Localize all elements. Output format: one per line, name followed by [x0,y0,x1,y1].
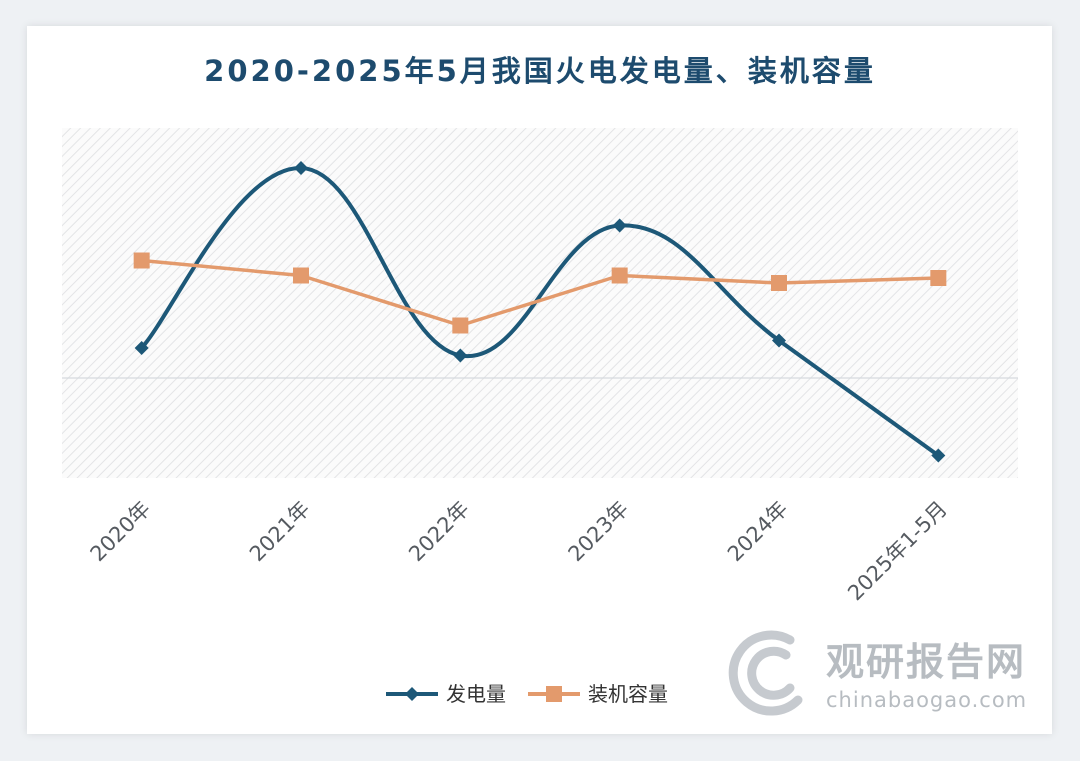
legend: 发电量 装机容量 [386,682,668,706]
data-point-1-1[interactable] [293,267,309,284]
x-tick-label: 2021年 [245,497,315,567]
x-tick-label: 2022年 [404,497,474,567]
legend-marker-1 [546,686,562,702]
x-tick-label: 2023年 [564,497,634,567]
data-point-0-1[interactable] [294,161,308,175]
legend-marker-0 [405,687,419,701]
watermark: 观研报告网 chinabaogao.com [728,630,1027,716]
x-tick-label: 2020年 [86,497,156,567]
chart-title: 2020-2025年5月我国火电发电量、装机容量 [204,54,876,88]
watermark-logo-icon [728,630,803,716]
data-point-0-2[interactable] [453,348,468,363]
data-point-1-4[interactable] [771,275,787,291]
watermark-brand-en: chinabaogao.com [826,688,1027,712]
data-point-0-3[interactable] [612,218,627,233]
data-point-1-2[interactable] [452,317,469,334]
data-point-0-0[interactable] [134,341,149,355]
x-tick-label: 2025年1-5月 [843,497,952,606]
data-point-1-0[interactable] [133,252,150,269]
data-point-1-3[interactable] [611,267,628,284]
legend-label-0: 发电量 [446,682,506,706]
series-line-0 [139,165,941,458]
x-tick-label: 2024年 [723,497,793,567]
series-line-1 [139,258,941,328]
data-point-0-5[interactable] [931,448,946,463]
legend-label-1: 装机容量 [588,682,668,706]
data-point-0-4[interactable] [772,333,786,348]
plot-area [62,128,1018,478]
watermark-brand-cn: 观研报告网 [826,640,1026,684]
data-point-1-5[interactable] [930,270,947,286]
